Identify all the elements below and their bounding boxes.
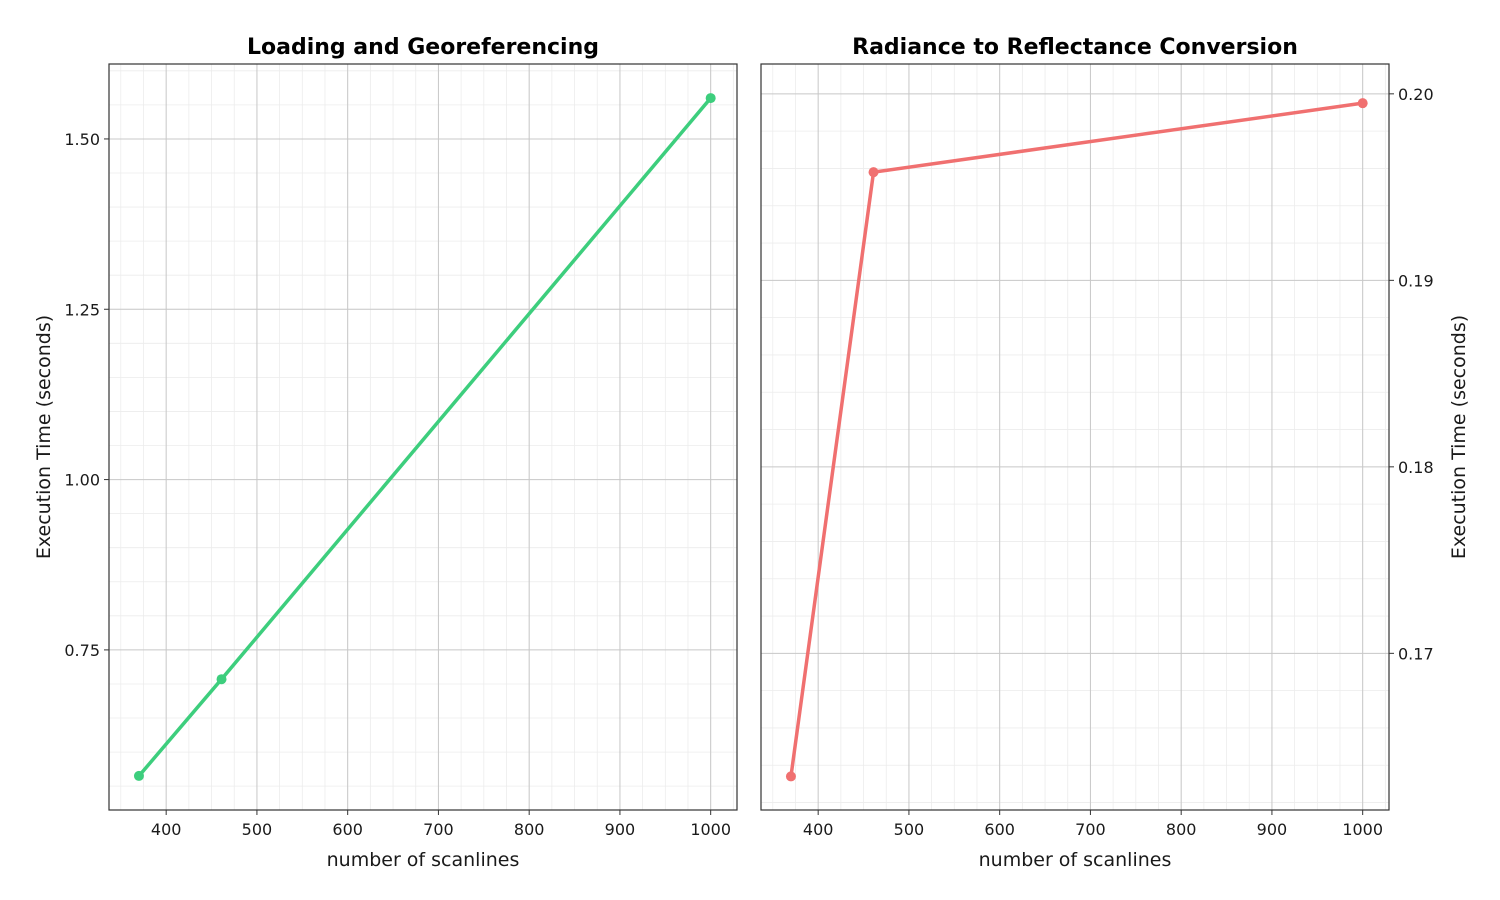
chart-panel-radiance: Radiance to Reflectance Conversion 400 50…: [760, 35, 1470, 871]
x-axis-label: number of scanlines: [327, 849, 520, 871]
chart-title: Loading and Georeferencing: [247, 35, 599, 60]
grid: [109, 64, 737, 810]
x-tick-label: 500: [242, 820, 273, 839]
axis-ticks: 400 500 600 700 800 900 1000 0.75 1.00 1.25 1.50: [64, 130, 731, 839]
x-tick-label: 500: [894, 820, 925, 839]
data-point: [868, 167, 879, 178]
y-tick-label: 0.18: [1398, 458, 1434, 477]
x-tick-label: 400: [803, 820, 834, 839]
x-tick-label: 800: [514, 820, 545, 839]
series: [785, 98, 1368, 782]
x-tick-label: 1000: [690, 820, 731, 839]
x-tick-label: 700: [423, 820, 454, 839]
x-axis-label: number of scanlines: [979, 849, 1172, 871]
plot-border: [760, 63, 1390, 811]
data-point: [705, 93, 716, 104]
x-tick-label: 900: [1257, 820, 1288, 839]
y-axis-label: Execution Time (seconds): [33, 315, 55, 559]
data-point: [216, 674, 227, 685]
y-tick-label: 1.50: [64, 130, 100, 149]
x-tick-label: 600: [332, 820, 363, 839]
y-tick-label: 0.20: [1398, 85, 1434, 104]
y-tick-label: 0.17: [1398, 644, 1434, 663]
y-tick-label: 0.75: [64, 641, 100, 660]
grid: [761, 64, 1389, 810]
y-tick-label: 1.25: [64, 300, 100, 319]
x-tick-label: 800: [1166, 820, 1197, 839]
x-tick-label: 700: [1075, 820, 1106, 839]
y-tick-label: 1.00: [64, 471, 100, 490]
data-point: [133, 770, 144, 781]
x-tick-label: 400: [151, 820, 182, 839]
x-tick-label: 1000: [1342, 820, 1383, 839]
x-tick-label: 900: [605, 820, 636, 839]
axis-ticks: 400 500 600 700 800 900 1000 0.17 0.18 0.19 0.20: [803, 85, 1434, 839]
y-axis-label: Execution Time (seconds): [1448, 315, 1470, 559]
chart-title: Radiance to Reflectance Conversion: [852, 35, 1298, 60]
series: [133, 93, 716, 781]
y-tick-label: 0.19: [1398, 271, 1434, 290]
chart-panel-loading: Loading and Georeferencing 400 500 600 700 8…: [33, 35, 738, 871]
x-tick-label: 600: [984, 820, 1015, 839]
data-point: [785, 771, 796, 782]
data-point: [1357, 98, 1368, 109]
plot-border: [108, 63, 738, 811]
